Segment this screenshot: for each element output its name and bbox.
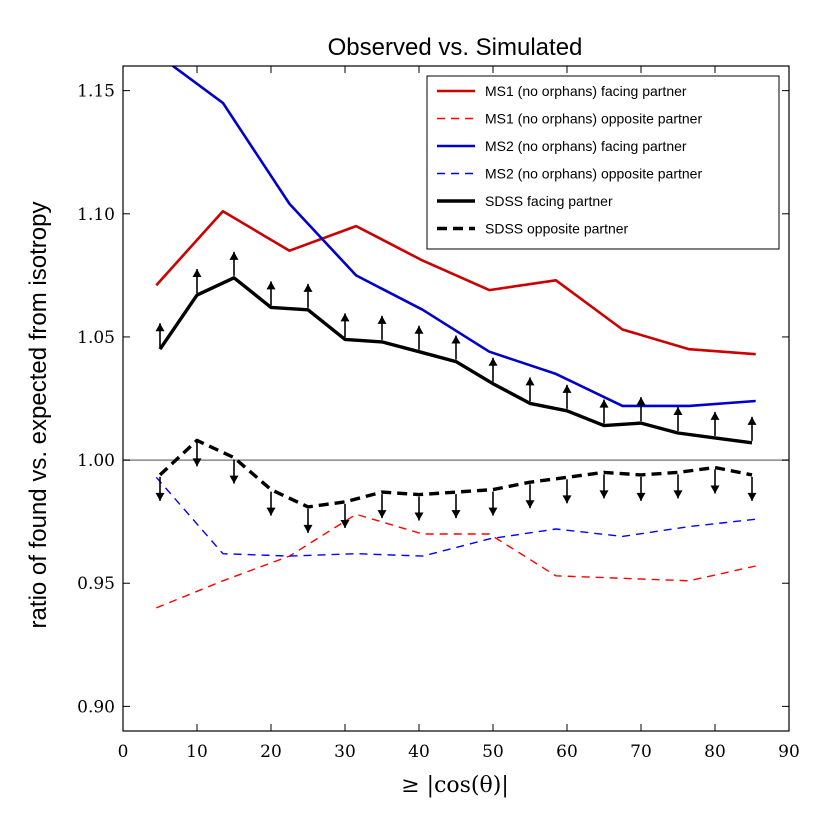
limit-arrow-head (525, 377, 535, 386)
series-line-2 (156, 513, 756, 609)
limit-arrow-head (414, 325, 424, 334)
limit-arrow-head (192, 458, 202, 467)
series-line-3 (170, 66, 756, 408)
x-tick-label: 70 (630, 742, 652, 762)
limit-arrow-head (599, 490, 609, 499)
x-tick-label: 90 (778, 742, 800, 762)
x-tick-label: 60 (556, 742, 578, 762)
limit-arrow-head (747, 492, 757, 501)
legend-label-6: SDSS opposite partner (485, 221, 629, 237)
y-tick-label: 1.15 (77, 82, 115, 102)
limit-arrow-head (451, 335, 461, 344)
x-tick-label: 80 (704, 742, 726, 762)
limit-arrow-head (229, 475, 239, 484)
limit-arrow-head (636, 492, 646, 501)
legend-box (426, 75, 780, 250)
series-group (155, 66, 756, 609)
limit-arrow-head (636, 397, 646, 406)
limit-arrow-head (710, 411, 720, 420)
limit-arrow-head (451, 510, 461, 519)
x-tick-label: 40 (408, 742, 430, 762)
legend-label-5: SDSS facing partner (485, 193, 613, 209)
limit-arrow-head (673, 406, 683, 415)
legend-label-1: MS1 (no orphans) facing partner (485, 83, 687, 99)
series-line-4 (155, 476, 756, 557)
legend-label-3: MS2 (no orphans) facing partner (485, 138, 687, 154)
legend-label-4: MS2 (no orphans) opposite partner (485, 166, 702, 182)
limit-arrow-head (266, 507, 276, 516)
limit-arrow-head (377, 315, 387, 324)
y-tick-label: 0.95 (77, 574, 115, 594)
x-tick-label: 10 (186, 742, 208, 762)
limit-arrow-head (673, 490, 683, 499)
limit-arrow-head (192, 269, 202, 278)
limit-arrow-head (155, 323, 165, 332)
limit-arrow-head (229, 251, 239, 260)
limit-arrow-head (562, 384, 572, 393)
y-axis-label: ratio of found vs. expected from isotrop… (25, 202, 52, 629)
limit-arrow-head (266, 281, 276, 290)
limit-arrow-head (710, 485, 720, 494)
legend: MS1 (no orphans) facing partner MS1 (no o… (426, 75, 780, 250)
limit-arrow-head (525, 500, 535, 509)
limit-arrow-head (340, 519, 350, 528)
chart-title: Observed vs. Simulated (328, 34, 583, 61)
plot-frame (122, 65, 790, 732)
x-tick-label: 20 (260, 742, 282, 762)
series-line-1 (155, 210, 756, 356)
y-tick-label: 0.90 (77, 697, 115, 717)
legend-label-2: MS1 (no orphans) opposite partner (485, 111, 702, 127)
limit-arrow-head (747, 416, 757, 425)
limit-arrow-head (488, 357, 498, 366)
x-tick-label: 30 (334, 742, 356, 762)
x-tick-label: 50 (482, 742, 504, 762)
limit-arrow-head (562, 495, 572, 504)
x-axis-label: ≥ |cos(θ)| (401, 773, 509, 798)
limit-arrow-head (303, 524, 313, 533)
limit-arrow-head (414, 512, 424, 521)
plot-area: 0 10 20 30 40 50 60 70 80 90 0.90 0.95 1.00 1.05 1.10 1… (77, 65, 800, 762)
limit-arrow-head (377, 510, 387, 519)
y-tick-label: 1.00 (77, 451, 115, 471)
limit-arrow-head (303, 283, 313, 292)
y-tick-label: 1.10 (77, 205, 115, 225)
series-line-5 (158, 276, 753, 445)
limit-arrow-head (340, 313, 350, 322)
limit-arrow-head (155, 492, 165, 501)
y-tick-label: 1.05 (77, 328, 115, 348)
series-line-6 (158, 438, 753, 509)
limit-arrow-head (599, 399, 609, 408)
limit-arrow-head (488, 507, 498, 516)
x-tick-label: 0 (118, 742, 129, 762)
